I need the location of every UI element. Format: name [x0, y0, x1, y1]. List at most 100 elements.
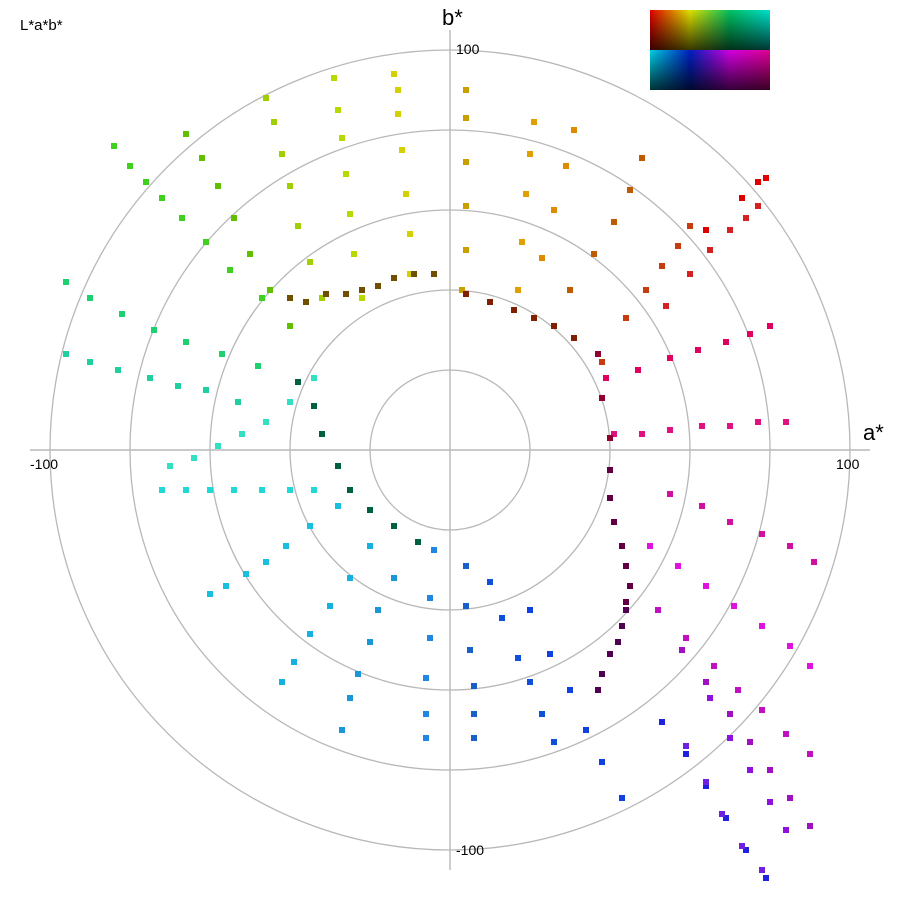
- data-point: [787, 643, 793, 649]
- data-point: [599, 671, 605, 677]
- data-point: [487, 299, 493, 305]
- x-tick-min: -100: [30, 456, 58, 472]
- data-point: [231, 215, 237, 221]
- data-point: [287, 295, 293, 301]
- data-point: [787, 795, 793, 801]
- x-axis-label: a*: [863, 420, 884, 445]
- data-point: [599, 359, 605, 365]
- data-point: [151, 327, 157, 333]
- data-point: [727, 519, 733, 525]
- data-point: [63, 279, 69, 285]
- data-point: [471, 711, 477, 717]
- data-point: [175, 383, 181, 389]
- data-point: [331, 75, 337, 81]
- data-point: [747, 331, 753, 337]
- data-point: [607, 651, 613, 657]
- data-point: [515, 655, 521, 661]
- data-point: [563, 163, 569, 169]
- data-point: [207, 591, 213, 597]
- data-point: [599, 395, 605, 401]
- data-point: [567, 687, 573, 693]
- y-tick-min: -100: [456, 842, 484, 858]
- data-point: [463, 291, 469, 297]
- data-point: [659, 263, 665, 269]
- data-point: [431, 271, 437, 277]
- data-point: [207, 487, 213, 493]
- data-point: [215, 443, 221, 449]
- data-point: [611, 219, 617, 225]
- data-point: [551, 739, 557, 745]
- data-point: [707, 695, 713, 701]
- data-point: [727, 711, 733, 717]
- data-point: [763, 175, 769, 181]
- axes: [30, 30, 870, 870]
- data-point: [487, 579, 493, 585]
- data-point: [511, 307, 517, 313]
- data-point: [311, 403, 317, 409]
- data-point: [291, 659, 297, 665]
- data-point: [811, 559, 817, 565]
- data-point: [167, 463, 173, 469]
- data-point: [295, 379, 301, 385]
- data-point: [719, 811, 725, 817]
- data-point: [271, 119, 277, 125]
- data-point: [699, 423, 705, 429]
- data-point: [159, 487, 165, 493]
- data-point: [531, 119, 537, 125]
- data-point: [335, 463, 341, 469]
- data-point: [683, 751, 689, 757]
- data-point: [427, 595, 433, 601]
- data-point: [311, 487, 317, 493]
- data-point: [591, 251, 597, 257]
- data-point: [463, 563, 469, 569]
- data-point: [687, 271, 693, 277]
- data-point: [159, 195, 165, 201]
- data-point: [675, 243, 681, 249]
- data-point: [259, 487, 265, 493]
- data-point: [619, 543, 625, 549]
- y-axis-label: b*: [442, 5, 463, 30]
- data-point: [639, 155, 645, 161]
- data-points: [63, 71, 817, 881]
- data-point: [343, 171, 349, 177]
- data-point: [295, 223, 301, 229]
- data-point: [423, 735, 429, 741]
- data-point: [219, 351, 225, 357]
- data-point: [263, 95, 269, 101]
- data-point: [603, 375, 609, 381]
- data-point: [287, 487, 293, 493]
- data-point: [667, 427, 673, 433]
- data-point: [375, 607, 381, 613]
- data-point: [391, 523, 397, 529]
- data-point: [703, 783, 709, 789]
- data-point: [287, 323, 293, 329]
- data-point: [235, 399, 241, 405]
- data-point: [519, 239, 525, 245]
- data-point: [203, 387, 209, 393]
- data-point: [727, 423, 733, 429]
- data-point: [423, 711, 429, 717]
- data-point: [403, 191, 409, 197]
- data-point: [759, 623, 765, 629]
- data-point: [755, 419, 761, 425]
- data-point: [595, 687, 601, 693]
- data-point: [639, 431, 645, 437]
- data-point: [279, 679, 285, 685]
- data-point: [463, 603, 469, 609]
- data-point: [183, 339, 189, 345]
- data-point: [547, 651, 553, 657]
- data-point: [359, 287, 365, 293]
- data-point: [255, 363, 261, 369]
- data-point: [539, 711, 545, 717]
- data-point: [183, 487, 189, 493]
- data-point: [663, 303, 669, 309]
- data-point: [755, 203, 761, 209]
- data-point: [191, 455, 197, 461]
- data-point: [87, 295, 93, 301]
- data-point: [703, 779, 709, 785]
- data-point: [347, 695, 353, 701]
- data-point: [415, 539, 421, 545]
- data-point: [571, 127, 577, 133]
